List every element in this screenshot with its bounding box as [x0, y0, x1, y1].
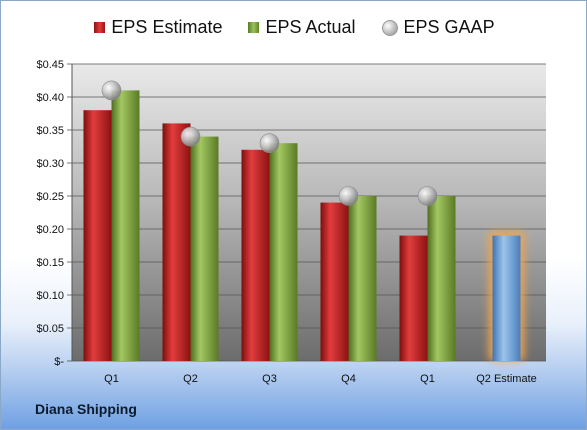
legend-item-eps-estimate: EPS Estimate	[94, 17, 222, 38]
chart-legend: EPS Estimate EPS Actual EPS GAAP	[1, 17, 586, 38]
y-tick-label: $0.10	[36, 290, 64, 302]
legend-label-eps-gaap: EPS GAAP	[403, 17, 495, 37]
y-tick-label: $0.45	[36, 59, 64, 71]
bar-eps-actual	[427, 196, 456, 361]
company-name: Diana Shipping	[35, 401, 137, 417]
y-tick-label: $-	[54, 356, 64, 368]
gridlines	[72, 63, 546, 362]
legend-item-eps-actual: EPS Actual	[248, 17, 356, 38]
y-tick-label: $0.35	[36, 125, 64, 137]
marker-eps-gaap	[180, 126, 201, 147]
legend-swatch-eps-actual	[248, 22, 260, 33]
bar-eps-estimate	[241, 149, 270, 361]
bar-eps-estimate	[320, 202, 349, 361]
x-axis-ticks: Q1 Q2 Q3 Q4 Q1 Q2 Estimate	[104, 373, 537, 385]
x-tick-label: Q1	[104, 373, 119, 385]
bar-eps-actual	[348, 196, 377, 361]
y-tick-label: $0.15	[36, 257, 64, 269]
bar-eps-estimate	[399, 235, 428, 361]
x-tick-label: Q3	[262, 373, 277, 385]
x-tick-label: Q1	[420, 373, 435, 385]
marker-eps-gaap	[101, 80, 122, 101]
marker-eps-gaap	[259, 133, 280, 153]
y-tick-label: $0.20	[36, 224, 64, 236]
legend-label-eps-actual: EPS Actual	[265, 17, 356, 37]
y-tick-label: $0.25	[36, 191, 64, 203]
x-tick-label: Q4	[341, 373, 356, 385]
plot-area	[72, 64, 546, 361]
bar-eps-actual	[269, 143, 298, 361]
bar-eps-estimate	[83, 110, 112, 361]
legend-item-eps-gaap: EPS GAAP	[381, 17, 495, 38]
legend-label-eps-estimate: EPS Estimate	[111, 17, 223, 37]
y-axis-ticks: $- $0.05 $0.10 $0.15 $0.20 $0.25 $0.30 $0.35 $0.…	[36, 59, 73, 368]
y-tick-label: $0.05	[36, 323, 64, 335]
bars	[83, 90, 525, 362]
y-tick-label: $0.30	[36, 158, 64, 170]
bar-eps-estimate	[162, 123, 191, 362]
y-tick-label: $0.40	[36, 92, 64, 104]
legend-swatch-eps-estimate	[94, 22, 106, 33]
marker-eps-gaap	[417, 186, 438, 206]
legend-swatch-eps-gaap	[381, 19, 398, 36]
bar-eps-actual	[190, 136, 219, 361]
bar-eps-actual	[111, 90, 140, 362]
x-tick-label: Q2	[183, 373, 198, 385]
gaap-markers	[101, 80, 438, 206]
bar-eps-estimate-highlight	[492, 235, 521, 361]
marker-eps-gaap	[338, 186, 359, 206]
x-tick-label: Q2 Estimate	[476, 373, 537, 385]
